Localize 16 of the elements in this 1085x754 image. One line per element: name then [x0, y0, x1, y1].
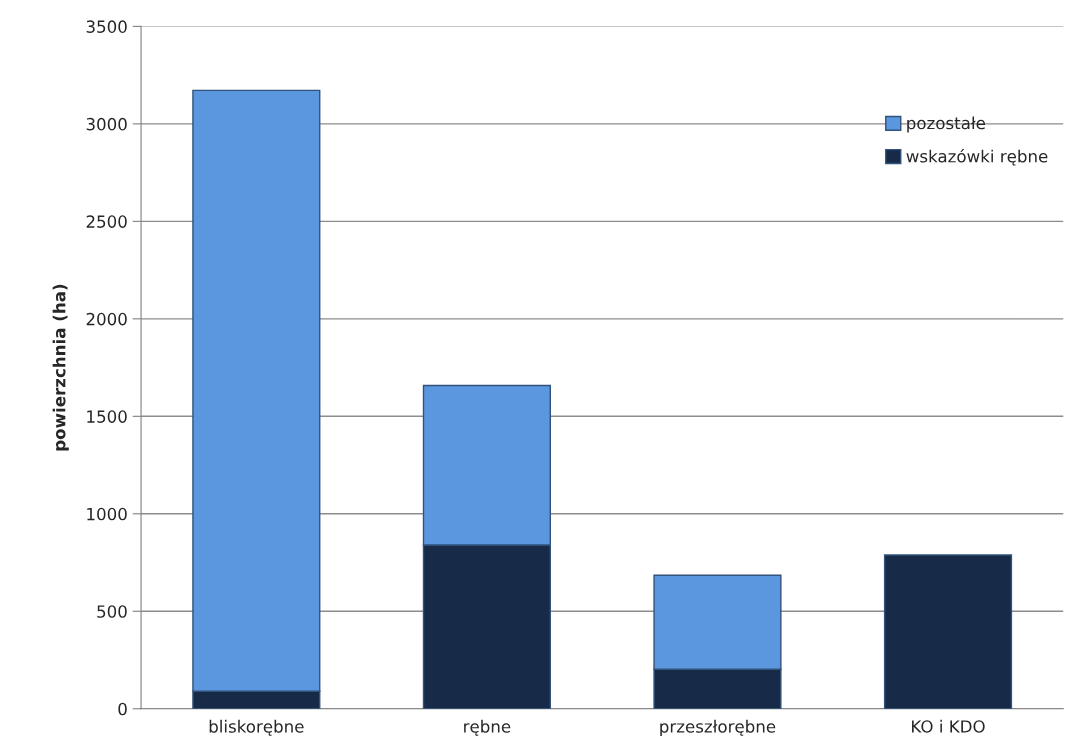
y-tick-label: 1500 — [87, 410, 127, 423]
legend-label: pozostałe — [907, 116, 986, 133]
x-tick-label: przeszłorębne — [660, 719, 776, 736]
y-tick-label: 500 — [97, 605, 127, 618]
y-axis-title: powierzchnia (ha) — [52, 284, 69, 451]
x-tick-label: KO i KDO — [912, 719, 985, 733]
x-tick-label: bliskorębne — [209, 719, 304, 736]
legend-label: wskazówki rębne — [906, 149, 1048, 166]
y-tick-label: 2000 — [86, 312, 127, 326]
x-tick-label: rębne — [464, 719, 511, 736]
y-tick-label: 1000 — [87, 507, 127, 521]
y-tick-label: 3000 — [86, 117, 127, 131]
y-tick-label: 2500 — [86, 215, 127, 228]
bar — [883, 554, 1013, 709]
y-tick-label: 0 — [118, 702, 127, 716]
y-tick-label: 3500 — [86, 20, 127, 33]
